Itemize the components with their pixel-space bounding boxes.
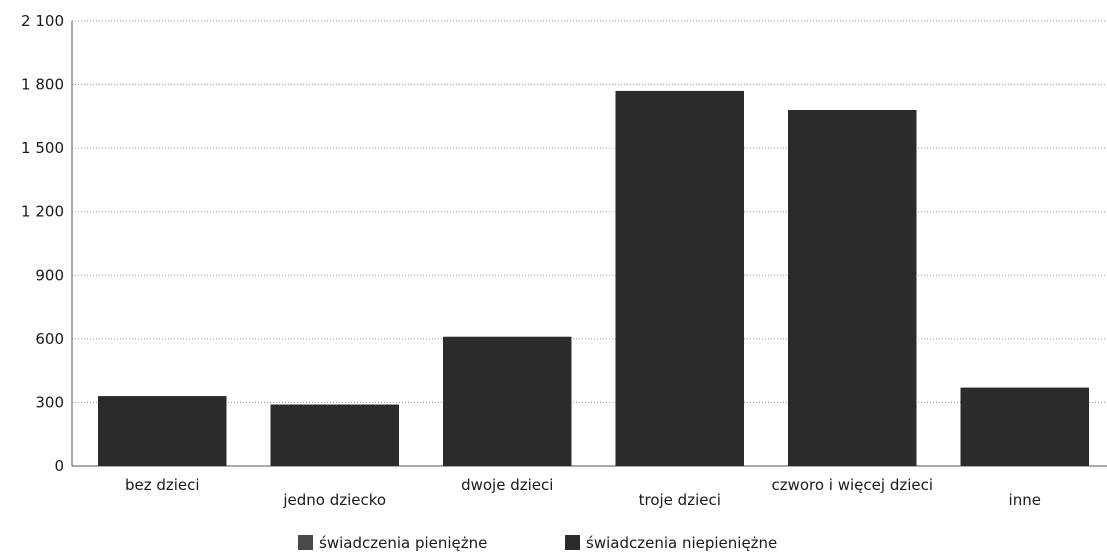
- bar-swiadczenia-niepieniezne: [787, 110, 917, 466]
- legend: świadczenia pieniężne świadczenia niepien…: [298, 534, 777, 552]
- y-tick-label: 0: [54, 457, 64, 475]
- y-axis-tick-labels: 0 300 600 900 1 200 1 500 1 800 2 100: [21, 12, 64, 475]
- x-category-label: inne: [1009, 491, 1041, 509]
- bars: [97, 90, 1090, 466]
- y-tick-label: 1 500: [21, 139, 64, 157]
- bar-swiadczenia-niepieniezne: [97, 396, 227, 466]
- bar-swiadczenia-niepieniezne: [270, 404, 400, 466]
- y-tick-label: 2 100: [21, 12, 64, 30]
- y-tick-label: 900: [35, 266, 64, 284]
- x-axis-category-labels: bez dzieci jedno dziecko dwoje dzieci troje…: [125, 476, 1041, 509]
- bar-swiadczenia-niepieniezne: [615, 90, 745, 466]
- x-category-label: czworo i więcej dzieci: [771, 476, 933, 494]
- legend-swatch: [565, 535, 580, 550]
- x-category-label: jedno dziecko: [282, 491, 386, 509]
- y-tick-label: 300: [35, 393, 64, 411]
- bar-swiadczenia-niepieniezne: [960, 387, 1090, 466]
- bar-swiadczenia-niepieniezne: [442, 336, 572, 466]
- legend-label: świadczenia niepieniężne: [586, 534, 777, 552]
- y-tick-label: 1 200: [21, 203, 64, 221]
- grid-lines: [72, 20, 1107, 403]
- y-tick-label: 600: [35, 330, 64, 348]
- legend-label: świadczenia pieniężne: [319, 534, 487, 552]
- legend-swatch: [298, 535, 313, 550]
- x-category-label: troje dzieci: [639, 491, 721, 509]
- x-category-label: bez dzieci: [125, 476, 200, 494]
- x-category-label: dwoje dzieci: [461, 476, 553, 494]
- y-tick-label: 1 800: [21, 76, 64, 94]
